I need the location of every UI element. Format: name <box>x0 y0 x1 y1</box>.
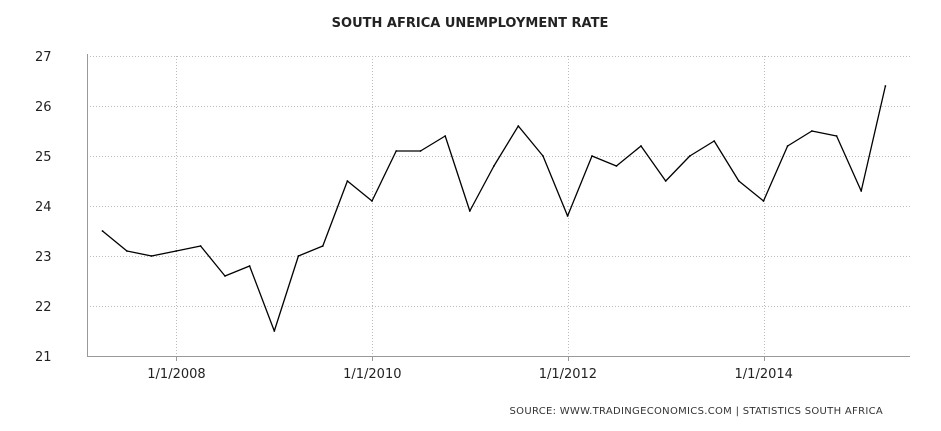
data-point <box>175 250 178 252</box>
data-point <box>860 190 863 192</box>
chart-title: SOUTH AFRICA UNEMPLOYMENT RATE <box>332 16 609 31</box>
y-tick-label: 26 <box>35 100 52 115</box>
x-tick-label: 1/1/2012 <box>539 367 597 382</box>
source-note: SOURCE: WWW.TRADINGECONOMICS.COM | STATI… <box>510 406 884 417</box>
y-tick-label: 24 <box>35 200 52 215</box>
data-point <box>517 125 520 127</box>
data-point <box>737 180 740 182</box>
data-point <box>884 85 887 87</box>
data-point <box>150 255 153 257</box>
data-point <box>591 155 593 157</box>
data-point <box>346 180 349 182</box>
data-point <box>248 265 251 267</box>
data-point <box>713 140 716 142</box>
x-tick-label: 1/1/2010 <box>343 367 401 382</box>
data-point <box>664 180 667 182</box>
data-point <box>419 150 422 152</box>
data-point <box>615 165 618 167</box>
gridlines <box>87 56 910 356</box>
data-point <box>224 275 226 277</box>
data-point <box>762 200 765 202</box>
data-point <box>811 130 813 132</box>
data-point <box>126 250 128 252</box>
data-point <box>297 255 300 257</box>
series-line <box>102 85 887 332</box>
axes <box>87 54 910 361</box>
data-point <box>321 245 324 247</box>
y-tick-label: 25 <box>35 150 52 165</box>
data-point <box>101 230 104 232</box>
x-tick-label: 1/1/2014 <box>735 367 793 382</box>
data-point <box>199 245 202 247</box>
x-tick-label: 1/1/2008 <box>147 367 205 382</box>
data-point <box>542 155 544 157</box>
y-tick-label: 23 <box>35 250 52 265</box>
series-layer <box>101 85 887 332</box>
data-point <box>444 135 447 137</box>
data-point <box>640 145 642 147</box>
y-tick-labels: 21 22 23 24 25 26 27 <box>35 50 52 365</box>
x-tick-labels: 1/1/2008 1/1/2010 1/1/2012 1/1/2014 <box>147 367 793 382</box>
y-tick-label: 22 <box>35 300 52 315</box>
data-point <box>786 145 789 147</box>
data-point <box>493 165 495 167</box>
data-point <box>468 210 471 212</box>
data-point <box>273 330 276 332</box>
data-point <box>395 150 398 152</box>
data-point <box>566 215 569 217</box>
y-tick-label: 21 <box>35 350 52 365</box>
data-point <box>688 155 691 157</box>
data-point <box>371 200 373 202</box>
y-tick-label: 27 <box>35 50 52 65</box>
data-point <box>835 135 838 137</box>
